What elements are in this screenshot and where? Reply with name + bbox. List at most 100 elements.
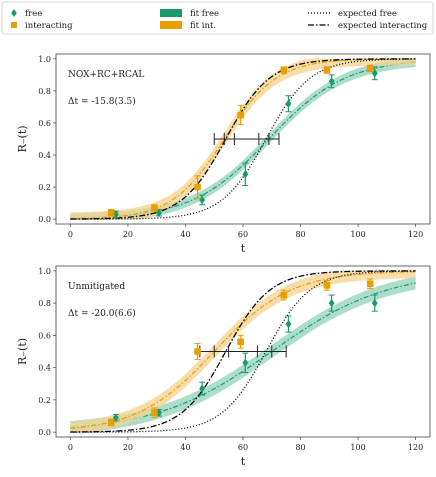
free-marker: [242, 358, 249, 367]
legend-item-free: free: [11, 9, 42, 19]
fit-free-band: [70, 276, 416, 433]
interacting-point: [280, 289, 288, 301]
y-tick-label: 0.4: [38, 151, 51, 160]
expected-interacting-line: [70, 270, 416, 433]
interacting-marker: [151, 204, 158, 212]
free-point: [285, 95, 292, 113]
free-marker: [328, 298, 335, 308]
free-point: [285, 315, 292, 333]
free-marker: [285, 99, 292, 108]
interacting-marker: [194, 348, 201, 355]
legend-label: interacting: [25, 21, 73, 31]
x-tick-label: 80: [295, 443, 305, 452]
interacting-point: [366, 64, 374, 73]
y-tick-label: 0.0: [38, 215, 51, 224]
interacting-marker: [237, 111, 244, 119]
fit-int-line: [70, 271, 416, 430]
y-tick-label: 0.6: [38, 119, 51, 128]
legend-marker-free: [11, 9, 17, 17]
interacting-marker: [366, 65, 374, 72]
delta-bar: [199, 345, 287, 358]
interacting-point: [280, 66, 288, 74]
panel-nox-rc-rcal: 0 20 40 60 80 100 120 0.0 0.2 0.4 0.6 0.8 1.0 t R₋(t) N…: [16, 53, 431, 255]
interacting-marker: [107, 419, 115, 426]
x-tick-label: 120: [408, 230, 423, 239]
y-tick-label: 0.4: [38, 364, 51, 373]
legend-item-fit-free: fit free: [160, 9, 219, 19]
free-marker: [199, 195, 206, 205]
free-point: [328, 74, 335, 89]
interacting-marker: [323, 282, 331, 289]
interacting-point: [194, 342, 201, 361]
panel-annotation: NOX+RC+RCAL: [68, 70, 144, 80]
free-marker: [371, 69, 378, 78]
interacting-marker: [237, 338, 244, 346]
x-tick-label: 20: [123, 443, 133, 452]
interacting-point: [151, 407, 158, 419]
x-axis-label: t: [241, 455, 246, 468]
delta-t-label: Δt = -15.8(3.5): [68, 96, 136, 107]
y-tick-label: 0.0: [38, 428, 51, 437]
interacting-point: [323, 280, 331, 291]
x-tick-label: 20: [123, 230, 133, 239]
legend-frame: [1, 1, 434, 35]
interacting-point: [366, 278, 374, 290]
interacting-marker: [323, 66, 331, 74]
legend-marker-interacting: [11, 22, 17, 28]
legend-band: [160, 9, 182, 17]
legend-item-expected-interacting: expected interacting: [308, 21, 428, 31]
free-point: [328, 294, 335, 312]
x-tick-label: 60: [238, 443, 248, 452]
fit-free-line: [70, 282, 416, 429]
x-tick-label: 0: [68, 443, 73, 452]
panel-annotation: Unmitigated: [68, 282, 125, 292]
interacting-marker: [280, 66, 288, 74]
free-marker: [242, 170, 249, 179]
y-tick-label: 1.0: [38, 267, 51, 276]
x-tick-label: 40: [180, 443, 190, 452]
legend-item-interacting: interacting: [11, 21, 73, 31]
legend-band: [160, 21, 182, 29]
interacting-point: [237, 334, 244, 349]
y-tick-label: 0.8: [38, 87, 51, 96]
x-tick-label: 0: [68, 230, 73, 239]
x-tick-label: 100: [350, 230, 365, 239]
interacting-point: [151, 204, 158, 212]
interacting-point: [237, 104, 244, 126]
legend-label: fit int.: [190, 21, 216, 31]
interacting-marker: [366, 280, 374, 288]
legend-label: fit free: [190, 9, 219, 19]
expected-free-line: [70, 270, 416, 433]
x-tick-label: 80: [295, 230, 305, 239]
y-tick-label: 0.2: [38, 396, 51, 405]
x-axis-label: t: [241, 242, 246, 255]
free-point: [199, 194, 206, 206]
fit-free-line: [70, 61, 416, 219]
legend-label: expected interacting: [338, 21, 428, 31]
free-point: [371, 294, 378, 312]
free-point: [242, 162, 249, 187]
x-tick-label: 100: [350, 443, 365, 452]
y-axis-label: R₋(t): [16, 338, 29, 365]
x-tick-label: 40: [180, 230, 190, 239]
interacting-marker: [151, 409, 158, 417]
interacting-point: [107, 209, 115, 217]
x-tick-label: 120: [408, 443, 423, 452]
interacting-marker: [107, 209, 115, 217]
y-axis-label: R₋(t): [16, 125, 29, 152]
free-point: [242, 352, 249, 373]
interacting-point: [107, 418, 115, 427]
x-tick-label: 60: [238, 230, 248, 239]
panel-unmitigated: 0 20 40 60 80 100 120 0.0 0.2 0.4 0.6 0.8 1.0 t R₋(t) U…: [16, 265, 431, 468]
interacting-point: [323, 66, 331, 74]
delta-bar: [213, 133, 280, 145]
legend-item-expected-free: expected free: [308, 9, 397, 19]
free-marker: [371, 298, 378, 308]
delta-t-label: Δt = -20.0(6.6): [68, 308, 136, 319]
y-tick-label: 0.8: [38, 299, 51, 308]
legend-label: free: [25, 9, 42, 19]
legend: free interacting fit free fit int. expected …: [1, 1, 434, 35]
expected-free-line: [70, 58, 416, 220]
free-marker: [328, 77, 335, 86]
